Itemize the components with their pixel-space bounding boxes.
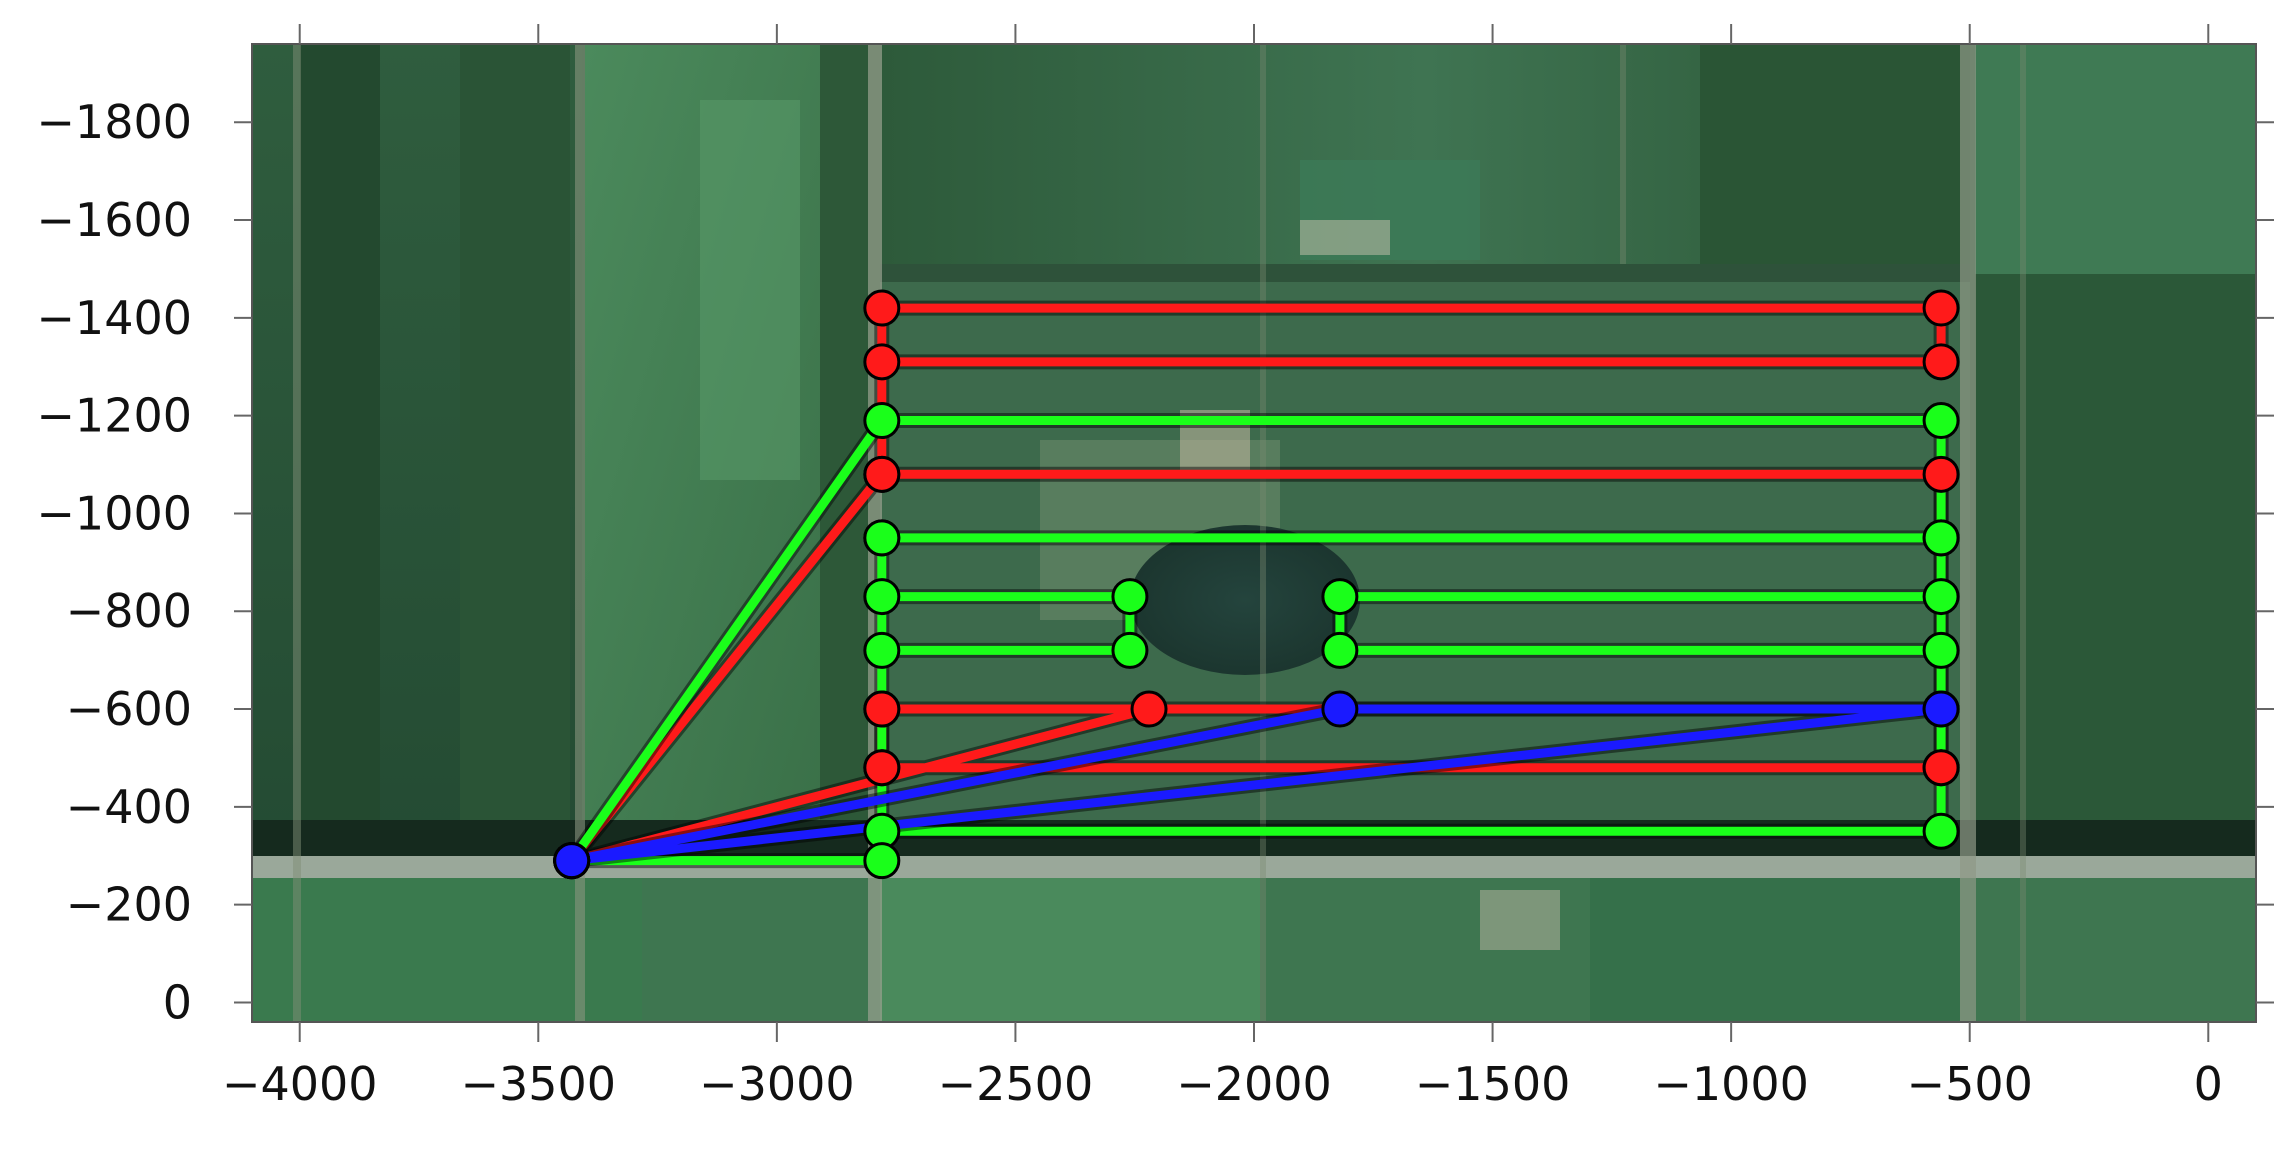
route-point [1922,631,1960,669]
y-tick-label: −200 [66,878,192,932]
x-tick-label: −500 [1907,1057,2033,1111]
y-tick-label: 0 [163,975,192,1029]
y-tick-label: −1600 [36,193,192,247]
route-point [863,578,901,616]
route-point [1321,690,1359,728]
route-point [863,455,901,493]
route-point [863,631,901,669]
route-point [863,289,901,327]
y-tick-label: −1800 [36,95,192,149]
route-point [1922,402,1960,440]
route-point [863,690,901,728]
route-point [1321,631,1359,669]
axes: −4000 −3500 −3000 −2500 −2000 −1500 −1000 −500 0… [36,24,2274,1111]
x-tick-label: −3000 [699,1057,855,1111]
route-point [1321,578,1359,616]
route-point [863,749,901,787]
route-point [1922,690,1960,728]
route-point [1111,631,1149,669]
y-tick-label: −400 [66,780,192,834]
route-point [1922,343,1960,381]
y-tick-label: −1000 [36,486,192,540]
x-tick-label: −4000 [222,1057,378,1111]
route-point [1130,690,1168,728]
y-tick-label: −800 [66,584,192,638]
x-tick-label: 0 [2194,1057,2223,1111]
route-markers [553,289,1960,880]
satellite-background [252,44,2256,1022]
y-tick-label: −1400 [36,291,192,345]
route-point [1922,289,1960,327]
y-tick-label: −1200 [36,389,192,443]
route-point [1922,812,1960,850]
x-tick-label: −3500 [460,1057,616,1111]
route-point [1922,519,1960,557]
route-point [863,519,901,557]
route-point [1922,455,1960,493]
route-point [1111,578,1149,616]
route-line [567,704,1946,866]
route-point [863,402,901,440]
route-point [1922,749,1960,787]
y-tick-label: −600 [66,682,192,736]
depot-point [553,842,591,880]
x-tick-label: −2500 [938,1057,1094,1111]
route-point [863,842,901,880]
route-point [863,343,901,381]
x-tick-label: −1500 [1415,1057,1571,1111]
x-tick-label: −1000 [1653,1057,1809,1111]
x-tick-label: −2000 [1176,1057,1332,1111]
route-point [1922,578,1960,616]
